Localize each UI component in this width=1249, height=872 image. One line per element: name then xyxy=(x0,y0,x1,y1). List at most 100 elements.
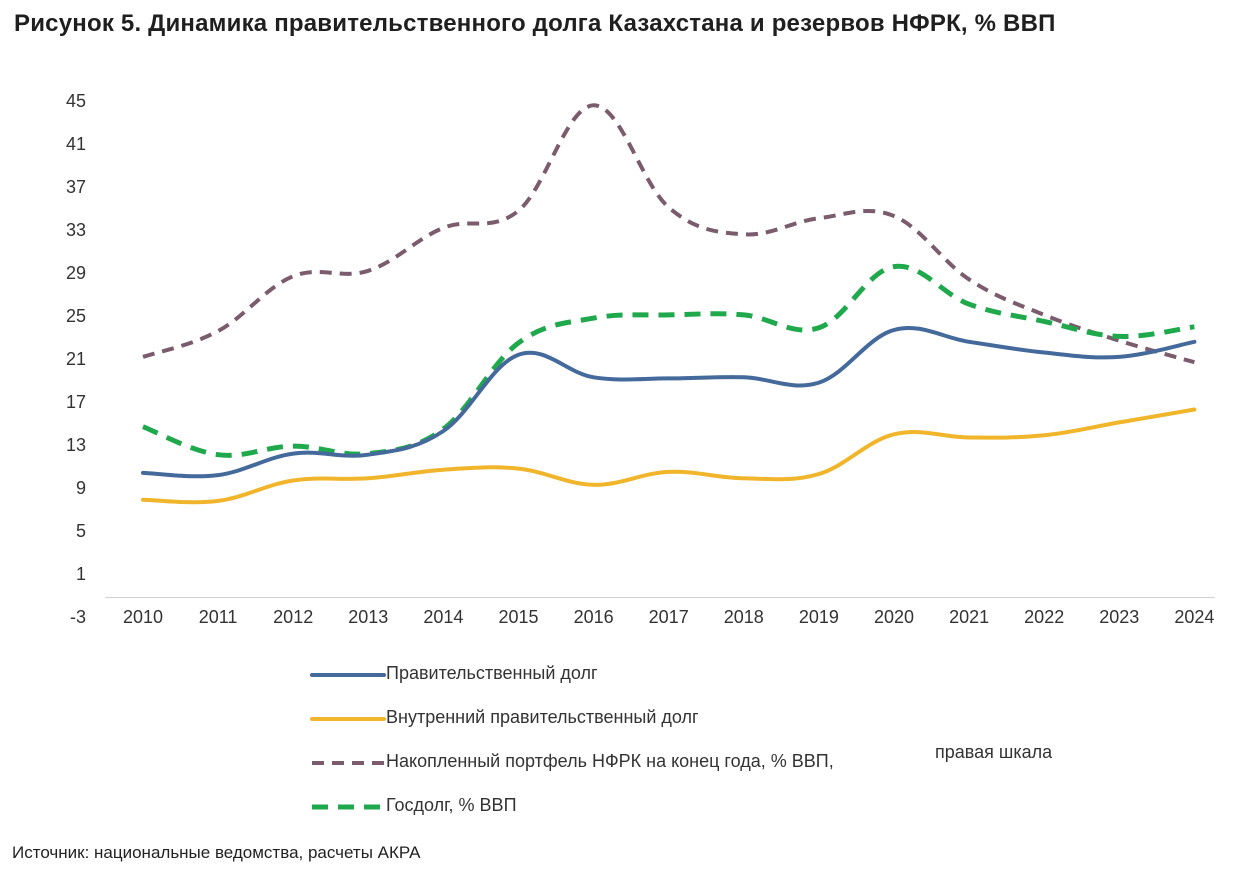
y-tick-label: 5 xyxy=(76,521,86,541)
data-point-domestic-debt-2010 xyxy=(141,498,145,502)
data-point-domestic-debt-2019 xyxy=(817,472,821,476)
data-point-domestic-debt-2017 xyxy=(667,470,671,474)
data-point-nfrk-2022 xyxy=(1042,313,1046,317)
data-point-state-debt-2023 xyxy=(1117,334,1121,338)
data-point-gov-debt-2014 xyxy=(441,429,445,433)
data-point-gov-debt-2010 xyxy=(141,471,145,475)
data-point-domestic-debt-2011 xyxy=(216,499,220,503)
legend-label-state-debt: Госдолг, % ВВП xyxy=(386,795,517,815)
data-point-state-debt-2024 xyxy=(1192,325,1196,329)
legend-note-right-scale: правая шкала xyxy=(935,742,1053,762)
x-tick-label: 2014 xyxy=(423,607,463,627)
data-point-nfrk-2017 xyxy=(667,205,671,209)
data-point-gov-debt-2019 xyxy=(817,381,821,385)
data-point-domestic-debt-2021 xyxy=(967,435,971,439)
x-tick-label: 2024 xyxy=(1174,607,1214,627)
data-point-nfrk-2020 xyxy=(892,214,896,218)
data-point-gov-debt-2011 xyxy=(216,473,220,477)
data-point-domestic-debt-2013 xyxy=(366,476,370,480)
y-tick-label: 9 xyxy=(76,478,86,498)
data-point-state-debt-2016 xyxy=(592,316,596,320)
data-point-nfrk-2023 xyxy=(1117,339,1121,343)
data-point-gov-debt-2020 xyxy=(892,328,896,332)
data-point-gov-debt-2016 xyxy=(592,375,596,379)
data-point-domestic-debt-2016 xyxy=(592,483,596,487)
series-line-state-debt xyxy=(142,263,1195,458)
data-point-domestic-debt-2014 xyxy=(441,468,445,472)
series-line-nfrk xyxy=(142,103,1195,365)
data-point-nfrk-2018 xyxy=(742,232,746,236)
x-tick-label: 2021 xyxy=(949,607,989,627)
x-axis-ticks: 2010 2011 2012 2013 2014 2015 2016 2017 2018 2019… xyxy=(123,607,1214,627)
data-point-nfrk-2011 xyxy=(216,329,220,333)
x-tick-label: 2015 xyxy=(498,607,538,627)
source-note: Источник: национальные ведомства, расчет… xyxy=(12,843,421,862)
y-tick-label: 25 xyxy=(66,306,86,326)
data-point-gov-debt-2015 xyxy=(517,353,521,357)
data-point-domestic-debt-2022 xyxy=(1042,433,1046,437)
data-point-gov-debt-2022 xyxy=(1042,351,1046,355)
legend-label-domestic-debt: Внутренний правительственный долг xyxy=(386,707,699,727)
y-tick-label: 41 xyxy=(66,134,86,154)
y-axis-ticks: 45 41 37 33 29 25 21 17 13 9 5 1 -3 xyxy=(66,91,86,627)
data-point-nfrk-2019 xyxy=(817,216,821,220)
data-point-state-debt-2015 xyxy=(517,341,521,345)
data-point-nfrk-2016 xyxy=(592,103,596,107)
y-tick-label: 1 xyxy=(76,564,86,584)
data-point-gov-debt-2021 xyxy=(967,340,971,344)
y-tick-label: 33 xyxy=(66,220,86,240)
data-point-domestic-debt-2024 xyxy=(1192,408,1196,412)
x-tick-label: 2012 xyxy=(273,607,313,627)
x-tick-label: 2023 xyxy=(1099,607,1139,627)
data-point-domestic-debt-2020 xyxy=(892,432,896,436)
legend-item-nfrk: Накопленный портфель НФРК на конец года,… xyxy=(310,742,1110,778)
data-point-nfrk-2012 xyxy=(291,274,295,278)
x-tick-label: 2010 xyxy=(123,607,163,627)
y-tick-label: 21 xyxy=(66,349,86,369)
series-layer xyxy=(141,103,1197,505)
y-tick-label: 13 xyxy=(66,435,86,455)
series-line-gov-debt xyxy=(141,325,1197,479)
x-tick-label: 2022 xyxy=(1024,607,1064,627)
legend-swatch-gov-debt xyxy=(310,673,386,677)
legend-swatch-nfrk xyxy=(312,761,384,765)
x-tick-label: 2019 xyxy=(799,607,839,627)
x-tick-label: 2013 xyxy=(348,607,388,627)
data-point-gov-debt-2023 xyxy=(1117,355,1121,359)
legend-swatch-domestic-debt xyxy=(310,717,386,721)
legend-swatch-state-debt xyxy=(312,804,384,810)
x-tick-label: 2020 xyxy=(874,607,914,627)
data-point-state-debt-2018 xyxy=(742,313,746,317)
legend-label-gov-debt: Правительственный долг xyxy=(386,663,598,683)
data-point-domestic-debt-2012 xyxy=(291,478,295,482)
data-point-gov-debt-2012 xyxy=(291,452,295,456)
y-tick-label: 17 xyxy=(66,392,86,412)
data-point-state-debt-2020 xyxy=(892,265,896,269)
data-point-gov-debt-2017 xyxy=(667,376,671,380)
data-point-nfrk-2015 xyxy=(517,209,521,213)
data-point-state-debt-2012 xyxy=(291,444,295,448)
x-tick-label: 2011 xyxy=(199,607,238,627)
legend-label-nfrk: Накопленный портфель НФРК на конец года,… xyxy=(386,751,834,771)
x-tick-label: 2018 xyxy=(724,607,764,627)
data-point-gov-debt-2024 xyxy=(1192,340,1196,344)
data-point-nfrk-2013 xyxy=(366,269,370,273)
data-point-nfrk-2024 xyxy=(1192,360,1196,364)
line-chart: 45 41 37 33 29 25 21 17 13 9 5 1 -3 2010 2011 2012 2013… xyxy=(66,91,1215,627)
data-point-nfrk-2010 xyxy=(141,355,145,359)
data-point-nfrk-2021 xyxy=(967,277,971,281)
y-tick-label: 29 xyxy=(66,263,86,283)
data-point-domestic-debt-2023 xyxy=(1117,420,1121,424)
data-point-state-debt-2019 xyxy=(817,326,821,330)
data-point-state-debt-2021 xyxy=(967,302,971,306)
data-point-state-debt-2010 xyxy=(141,425,145,429)
y-tick-label: 37 xyxy=(66,177,86,197)
legend-item-domestic-debt: Внутренний правительственный долг xyxy=(310,704,1110,734)
x-tick-label: 2016 xyxy=(574,607,614,627)
data-point-domestic-debt-2015 xyxy=(517,467,521,471)
data-point-gov-debt-2013 xyxy=(366,453,370,457)
data-point-nfrk-2014 xyxy=(441,226,445,230)
data-point-domestic-debt-2018 xyxy=(742,476,746,480)
data-point-state-debt-2011 xyxy=(216,453,220,457)
y-tick-label: -3 xyxy=(70,607,86,627)
